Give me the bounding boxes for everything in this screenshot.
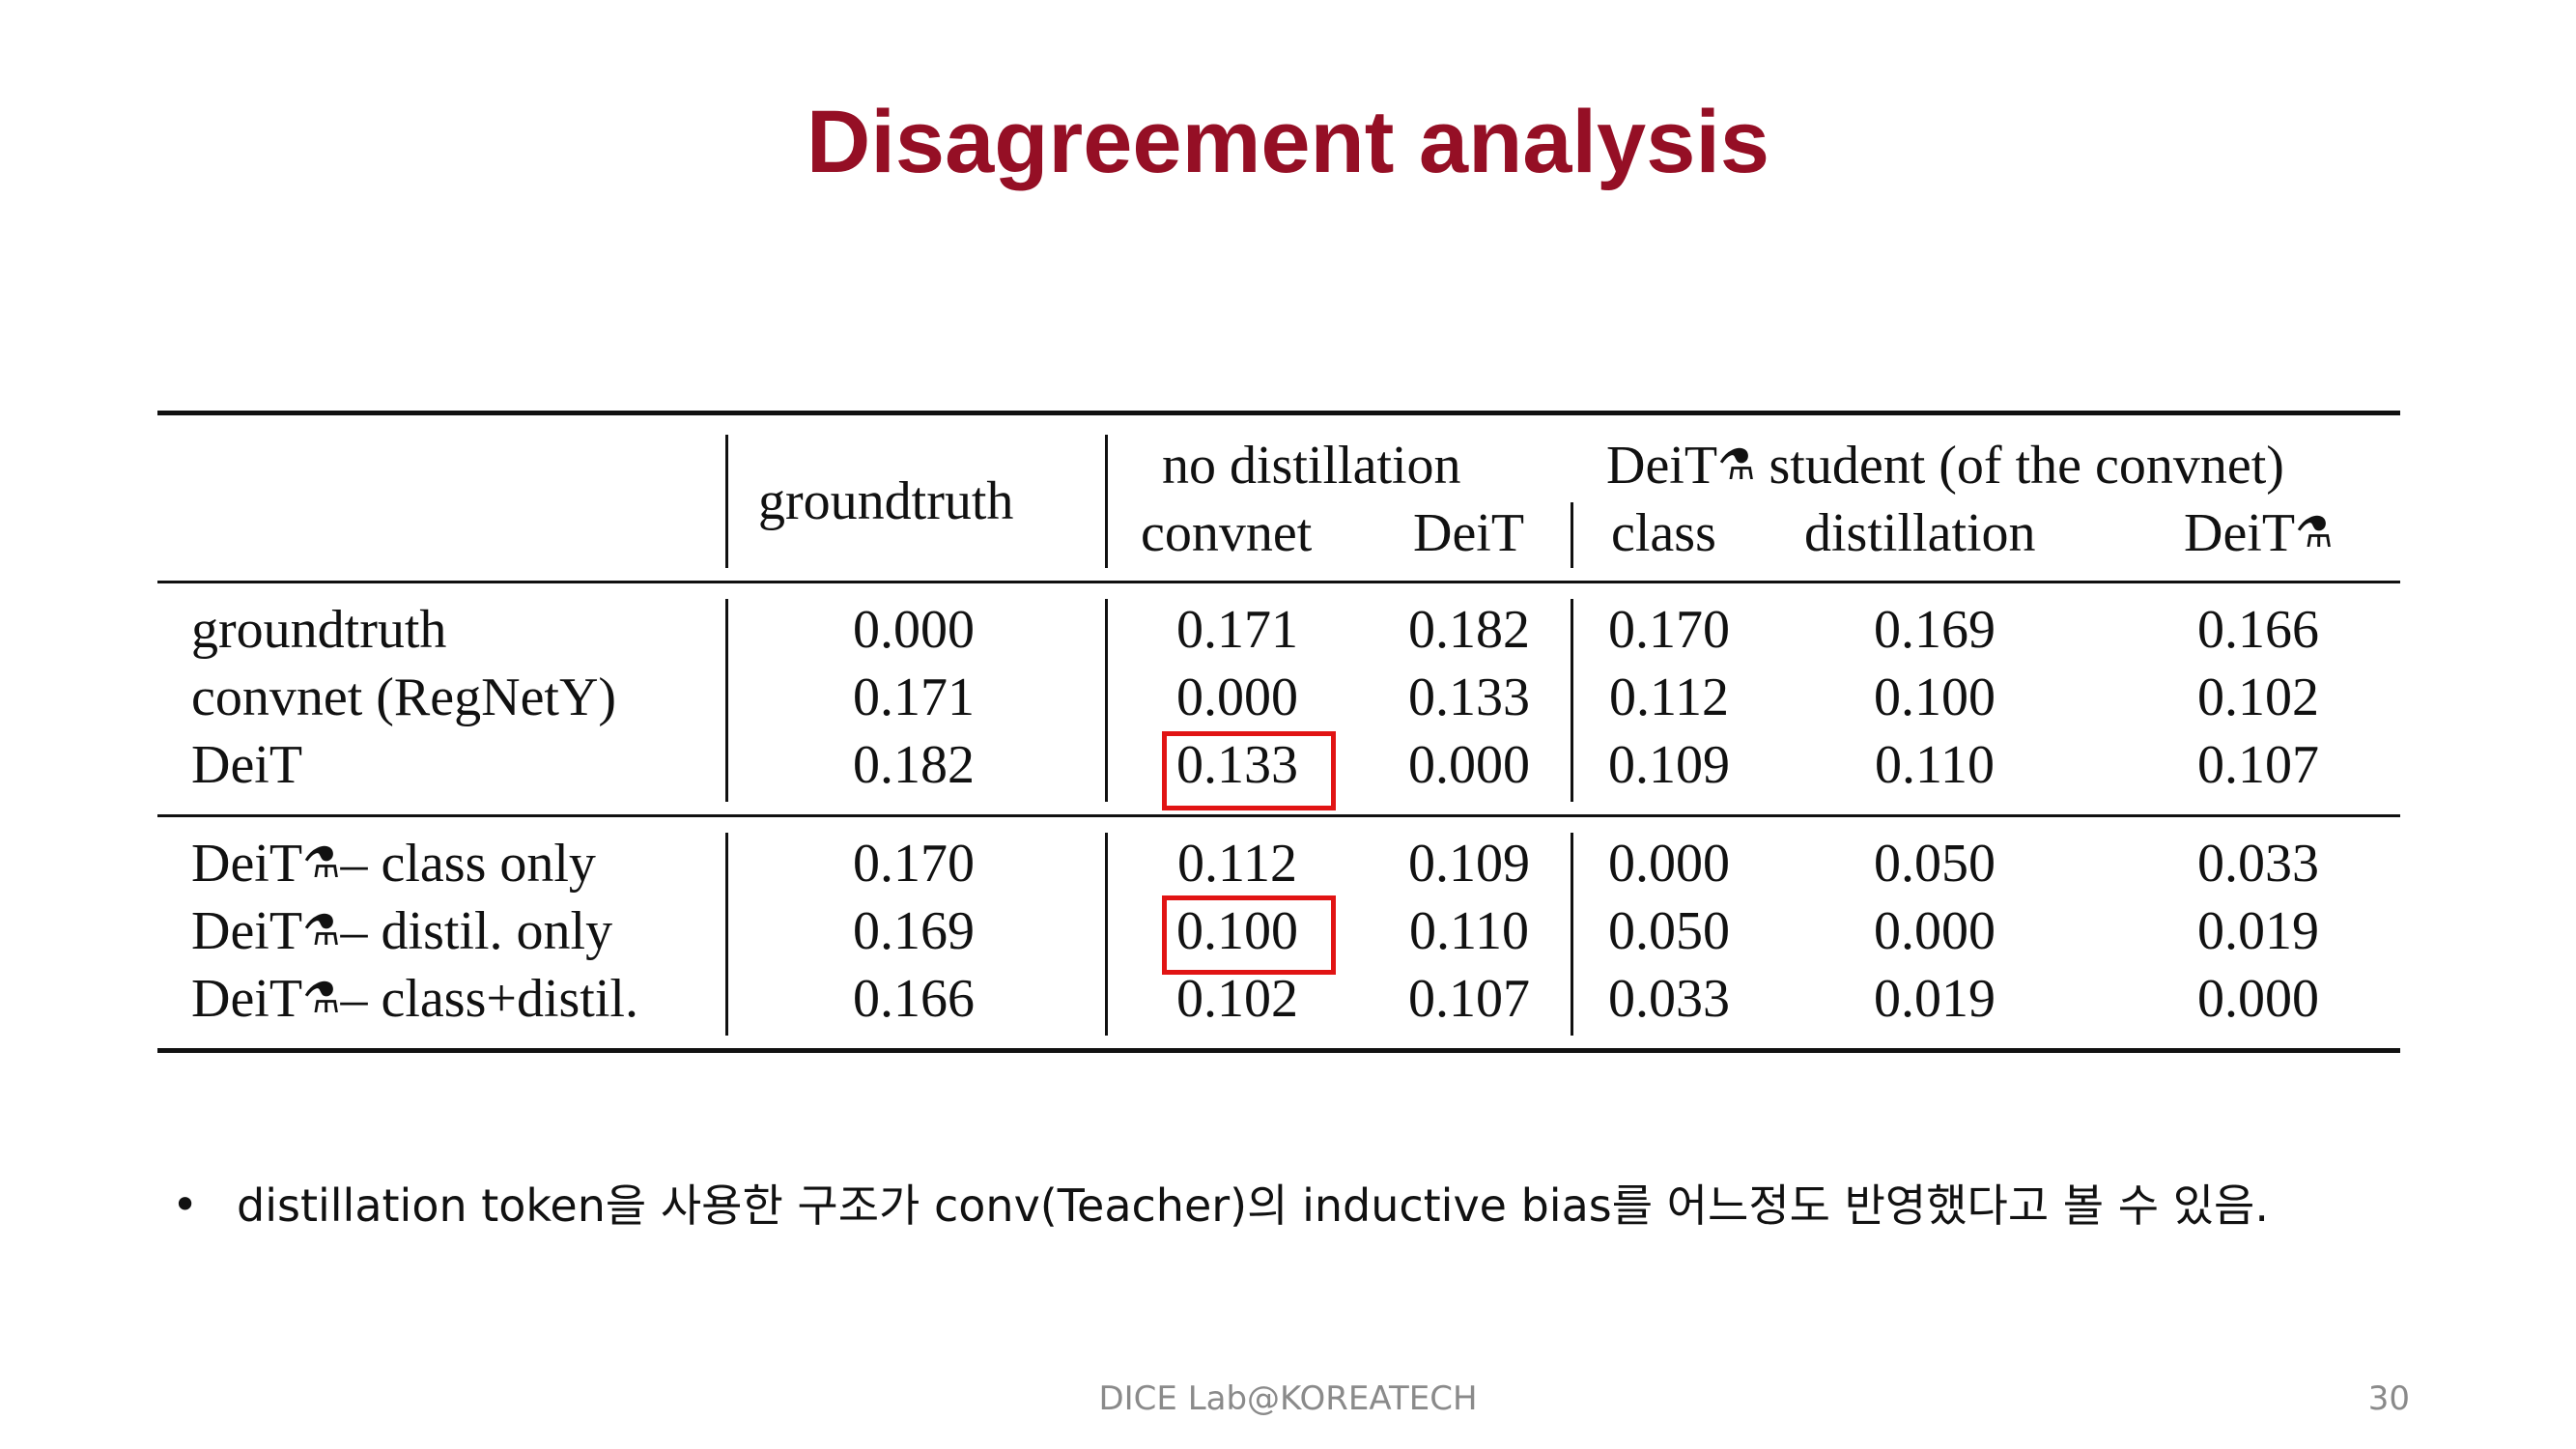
header-vline-1: [725, 435, 728, 568]
table-cell-highlighted: 0.100: [1176, 901, 1298, 961]
header-deit: DeiT: [1413, 503, 1525, 563]
highlight-box: [1162, 731, 1336, 810]
header-rule: [157, 581, 2400, 583]
table-bottom-rule: [157, 1048, 2400, 1053]
group1-vline-2: [1105, 599, 1108, 802]
row-label-convnet: convnet (RegNetY): [191, 668, 617, 727]
row-label-class-only: DeiT⚗– class only: [191, 833, 596, 895]
table-cell: 0.000: [1608, 834, 1730, 894]
header-vline-2: [1105, 435, 1108, 568]
row-label-prefix: DeiT: [191, 969, 303, 1029]
table-cell-highlighted: 0.133: [1176, 735, 1298, 795]
table-cell: 0.102: [2197, 668, 2319, 727]
table-cell: 0.000: [2197, 969, 2319, 1029]
table-cell: 0.171: [853, 668, 975, 727]
table-cell: 0.112: [1609, 668, 1729, 727]
row-label-text: – class only: [340, 834, 596, 894]
header-groundtruth: groundtruth: [758, 471, 1014, 531]
table-cell: 0.050: [1874, 834, 1996, 894]
table-cell: 0.133: [1408, 668, 1530, 727]
flask-icon: ⚗: [2295, 509, 2334, 556]
row-label-distil-only: DeiT⚗– distil. only: [191, 900, 612, 962]
header-vline-3: [1571, 502, 1573, 568]
row-label-text: – distil. only: [340, 901, 613, 961]
table-cell: 0.019: [2197, 901, 2319, 961]
header-deit-student-prefix: DeiT: [1606, 436, 1718, 496]
bullet-text: distillation token을 사용한 구조가 conv(Teacher…: [237, 1179, 2269, 1232]
group-rule: [157, 814, 2400, 817]
table-cell: 0.166: [853, 969, 975, 1029]
header-deit-student-text: student (of the convnet): [1769, 436, 2284, 496]
header-no-distillation: no distillation: [1162, 436, 1461, 496]
table-cell: 0.107: [1408, 969, 1530, 1029]
slide-title: Disagreement analysis: [806, 93, 1770, 191]
group2-vline-3: [1571, 833, 1573, 1036]
disagreement-table: groundtruth no distillation DeiT⚗ studen…: [157, 411, 2400, 1053]
header-deit-student: DeiT⚗ student (of the convnet): [1606, 435, 2284, 497]
row-label-prefix: DeiT: [191, 834, 303, 894]
group1-vline-3: [1571, 599, 1573, 802]
table-top-rule: [157, 411, 2400, 415]
table-cell: 0.107: [2197, 735, 2319, 795]
table-cell: 0.182: [853, 735, 975, 795]
row-label-text: – class+distil.: [340, 969, 638, 1029]
table-cell: 0.110: [1875, 735, 1995, 795]
table-cell: 0.000: [1408, 735, 1530, 795]
row-label-groundtruth: groundtruth: [191, 600, 447, 660]
table-cell: 0.050: [1608, 901, 1730, 961]
table-cell: 0.171: [1176, 600, 1298, 660]
table-cell: 0.109: [1608, 735, 1730, 795]
table-cell: 0.182: [1408, 600, 1530, 660]
row-label-deit: DeiT: [191, 735, 303, 795]
row-label-prefix: DeiT: [191, 901, 303, 961]
table-cell: 0.100: [1874, 668, 1996, 727]
table-cell: 0.169: [1874, 600, 1996, 660]
row-label-class-distil: DeiT⚗– class+distil.: [191, 968, 638, 1030]
flask-icon: ⚗: [302, 975, 341, 1022]
header-convnet: convnet: [1141, 503, 1313, 563]
table-cell: 0.170: [1608, 600, 1730, 660]
header-deit-distilled: DeiT⚗: [2184, 502, 2334, 564]
table-cell: 0.000: [853, 600, 975, 660]
header-class: class: [1611, 503, 1716, 563]
group2-vline-2: [1105, 833, 1108, 1036]
table-cell: 0.166: [2197, 600, 2319, 660]
header-deit-distilled-text: DeiT: [2184, 503, 2296, 563]
group1-vline-1: [725, 599, 728, 802]
table-cell: 0.112: [1177, 834, 1297, 894]
page-number: 30: [2367, 1379, 2410, 1418]
table-cell: 0.110: [1409, 901, 1529, 961]
table-cell: 0.169: [853, 901, 975, 961]
flask-icon: ⚗: [1717, 441, 1756, 489]
group2-vline-1: [725, 833, 728, 1036]
table-cell: 0.109: [1408, 834, 1530, 894]
flask-icon: ⚗: [302, 839, 341, 887]
table-cell: 0.000: [1874, 901, 1996, 961]
table-cell: 0.019: [1874, 969, 1996, 1029]
footer-lab: DICE Lab@KOREATECH: [1098, 1379, 1478, 1418]
table-cell: 0.000: [1176, 668, 1298, 727]
highlight-box: [1162, 895, 1336, 975]
flask-icon: ⚗: [302, 907, 341, 954]
table-cell: 0.033: [2197, 834, 2319, 894]
table-cell: 0.170: [853, 834, 975, 894]
table-cell: 0.102: [1176, 969, 1298, 1029]
bullet-dot: •: [172, 1179, 199, 1231]
header-distillation: distillation: [1804, 503, 2036, 563]
table-cell: 0.033: [1608, 969, 1730, 1029]
